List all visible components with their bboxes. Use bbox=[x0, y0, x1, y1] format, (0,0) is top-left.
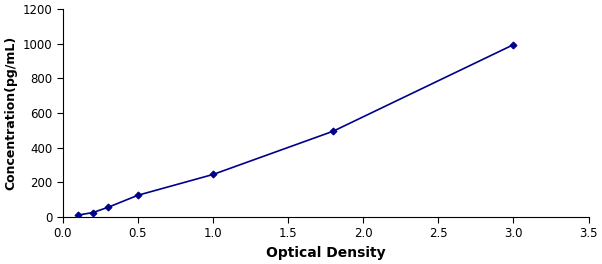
X-axis label: Optical Density: Optical Density bbox=[266, 246, 385, 260]
Y-axis label: Concentration(pg/mL): Concentration(pg/mL) bbox=[4, 36, 17, 190]
